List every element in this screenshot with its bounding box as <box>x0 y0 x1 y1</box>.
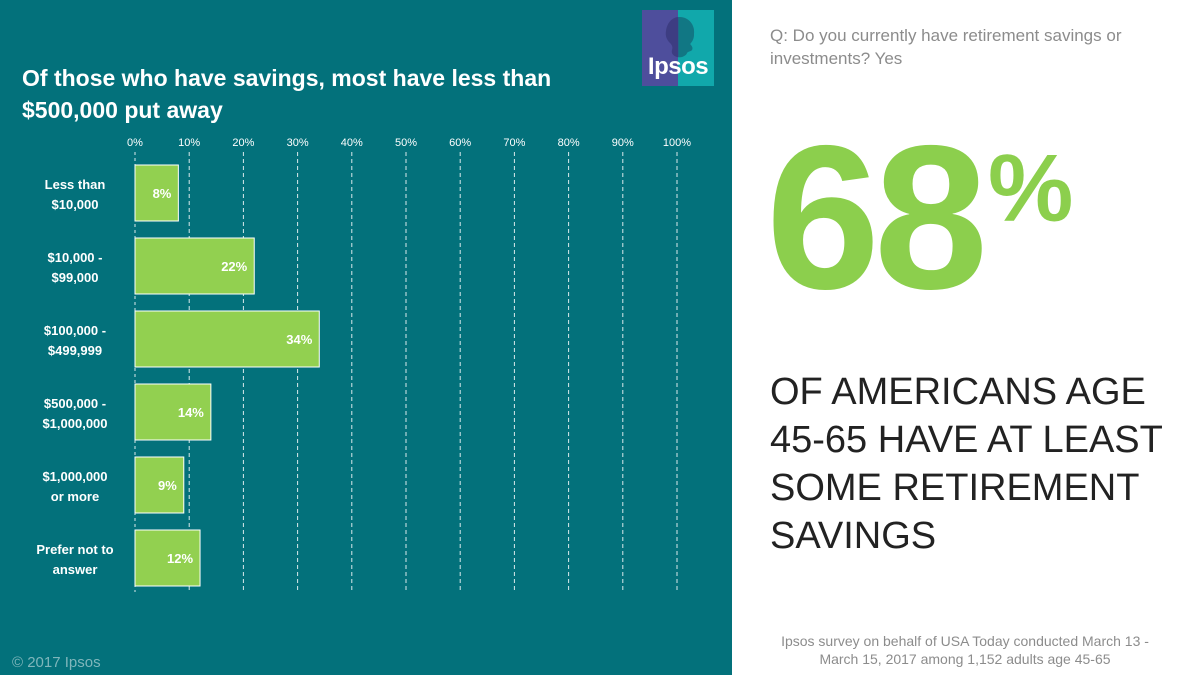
ipsos-logo: Ipsos <box>642 10 714 86</box>
source-note: Ipsos survey on behalf of USA Today cond… <box>781 633 1149 667</box>
tick-label: 60% <box>449 137 471 149</box>
category-label-line: $10,000 - <box>48 250 103 265</box>
tick-label: 30% <box>287 137 309 149</box>
tick-label: 50% <box>395 137 417 149</box>
category-label-line: answer <box>53 562 98 577</box>
bar-chart: 0% 10% 20% 30% 40% 50% 60% 70% 80% 90% 100% 8% Less … <box>36 137 691 592</box>
bar <box>134 164 179 222</box>
logo-text: Ipsos <box>647 53 709 80</box>
tick-label: 80% <box>558 137 580 149</box>
headline-percent-sign: % <box>988 135 1074 242</box>
tick-label: 40% <box>341 137 363 149</box>
category-label: $100,000 - $499,999 <box>44 323 106 358</box>
data-label: 22% <box>221 259 247 274</box>
copyright-text: © 2017 Ipsos <box>12 654 101 671</box>
category-label-line: $99,000 <box>52 270 99 285</box>
category-label-line: Less than <box>45 177 106 192</box>
data-label: 8% <box>153 186 172 201</box>
category-label: Prefer not to answer <box>36 542 113 577</box>
category-label: Less than $10,000 <box>45 177 106 212</box>
category-label-line: $500,000 - <box>44 396 106 411</box>
tick-label: 20% <box>232 137 254 149</box>
category-label-line: Prefer not to <box>36 542 113 557</box>
category-label-line: $1,000,000 <box>42 469 107 484</box>
tick-label: 10% <box>178 137 200 149</box>
head-silhouette-icon <box>665 17 695 58</box>
category-label-line: $10,000 <box>52 197 99 212</box>
tick-label: 100% <box>663 137 691 149</box>
headline-statement: OF AMERICANS AGE 45-65 HAVE AT LEAST SOM… <box>770 371 1163 557</box>
bar <box>134 456 185 514</box>
category-label: $500,000 - $1,000,000 <box>42 396 107 431</box>
bar <box>134 383 212 441</box>
bar <box>134 529 201 587</box>
tick-label: 70% <box>503 137 525 149</box>
category-label-line: or more <box>51 489 99 504</box>
headline-stat: 68% <box>766 103 1074 332</box>
data-label: 12% <box>167 551 193 566</box>
headline-value: 68 <box>766 103 988 332</box>
data-label: 9% <box>158 478 177 493</box>
bar <box>134 310 320 368</box>
data-label: 14% <box>178 405 204 420</box>
data-label: 34% <box>286 332 312 347</box>
category-label-line: $1,000,000 <box>42 416 107 431</box>
category-label-line: $499,999 <box>48 343 102 358</box>
bar <box>134 237 255 295</box>
category-label: $1,000,000 or more <box>42 469 107 504</box>
category-label-line: $100,000 - <box>44 323 106 338</box>
survey-question: Q: Do you currently have retirement savi… <box>770 26 1122 68</box>
chart-panel <box>0 0 732 675</box>
chart-title: Of those who have savings, most have les… <box>22 65 552 123</box>
category-label: $10,000 - $99,000 <box>48 250 103 285</box>
tick-label: 90% <box>612 137 634 149</box>
tick-label: 0% <box>127 137 143 149</box>
